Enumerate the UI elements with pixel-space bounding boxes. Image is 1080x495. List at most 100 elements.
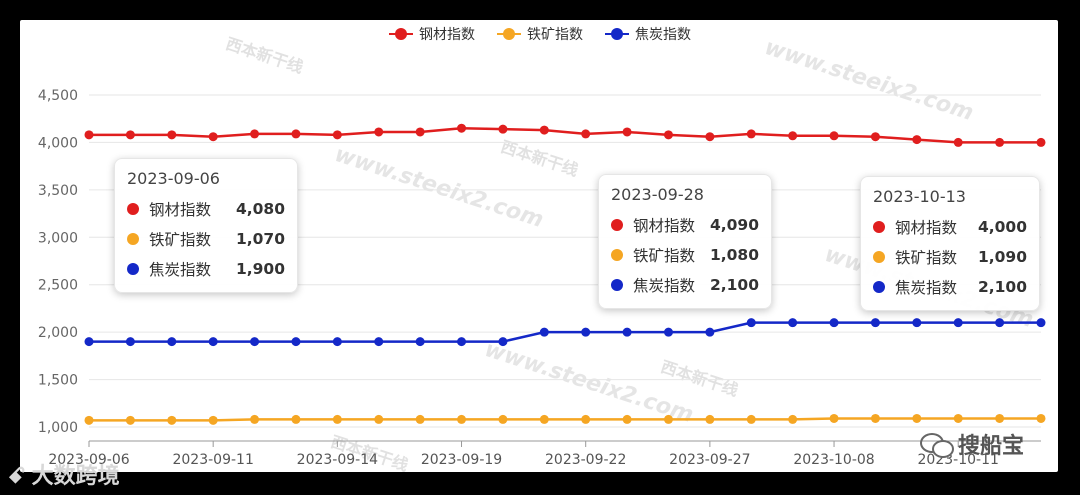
data-point[interactable] <box>788 318 798 328</box>
tooltip-2023-09-28: 2023-09-28 钢材指数 4,090 铁矿指数 1,080 焦炭指数 2,100 <box>598 174 772 309</box>
data-point[interactable] <box>829 318 839 328</box>
data-point[interactable] <box>953 413 963 423</box>
tooltip-date: 2023-09-28 <box>611 185 704 204</box>
data-point[interactable] <box>1036 137 1046 147</box>
tooltip-series-name: 铁矿指数 <box>895 249 958 267</box>
data-point[interactable] <box>208 132 218 142</box>
tooltip-2023-09-06: 2023-09-06 钢材指数 4,080 铁矿指数 1,070 焦炭指数 1,900 <box>114 158 298 293</box>
data-point[interactable] <box>84 415 94 425</box>
corner-brand-right-label: 搜船宝 <box>958 434 1025 459</box>
data-point[interactable] <box>125 130 135 140</box>
data-point[interactable] <box>498 414 508 424</box>
data-point[interactable] <box>622 127 632 137</box>
tooltip-row-steel: 钢材指数 4,080 <box>127 194 285 224</box>
data-point[interactable] <box>912 413 922 423</box>
data-point[interactable] <box>622 327 632 337</box>
data-point[interactable] <box>84 337 94 347</box>
data-point[interactable] <box>125 415 135 425</box>
data-point[interactable] <box>995 413 1005 423</box>
legend: 钢材指数 铁矿指数 焦炭指数 <box>0 24 1080 44</box>
data-point[interactable] <box>539 125 549 135</box>
data-point[interactable] <box>332 130 342 140</box>
x-tick-label: 2023-09-27 <box>669 452 750 468</box>
data-point[interactable] <box>539 414 549 424</box>
legend-label: 铁矿指数 <box>527 27 583 43</box>
data-point[interactable] <box>291 337 301 347</box>
data-point[interactable] <box>457 414 467 424</box>
data-point[interactable] <box>1036 318 1046 328</box>
x-tick-label: 2023-09-22 <box>545 452 626 468</box>
tooltip-date: 2023-10-13 <box>873 187 966 206</box>
data-point[interactable] <box>457 337 467 347</box>
data-point[interactable] <box>622 414 632 424</box>
data-point[interactable] <box>415 337 425 347</box>
brand-k-icon: ꗃ <box>8 464 26 489</box>
data-point[interactable] <box>663 130 673 140</box>
tooltip-row-coke: 焦炭指数 2,100 <box>873 272 1027 302</box>
series-line-2 <box>89 321 1041 343</box>
data-point[interactable] <box>374 337 384 347</box>
data-point[interactable] <box>539 327 549 337</box>
data-point[interactable] <box>498 337 508 347</box>
data-point[interactable] <box>250 129 260 139</box>
data-point[interactable] <box>788 414 798 424</box>
data-point[interactable] <box>829 413 839 423</box>
data-point[interactable] <box>167 130 177 140</box>
tooltip-series-name: 钢材指数 <box>149 201 212 219</box>
data-point[interactable] <box>581 129 591 139</box>
data-point[interactable] <box>208 337 218 347</box>
data-point[interactable] <box>415 414 425 424</box>
data-point[interactable] <box>788 131 798 141</box>
data-point[interactable] <box>291 414 301 424</box>
data-point[interactable] <box>167 337 177 347</box>
data-point[interactable] <box>746 129 756 139</box>
data-point[interactable] <box>167 415 177 425</box>
data-point[interactable] <box>125 337 135 347</box>
data-point[interactable] <box>705 414 715 424</box>
data-point[interactable] <box>705 327 715 337</box>
data-point[interactable] <box>332 337 342 347</box>
data-point[interactable] <box>291 129 301 139</box>
legend-item-steel[interactable]: 钢材指数 <box>389 24 475 44</box>
tooltip-row-coke: 焦炭指数 2,100 <box>611 270 759 300</box>
y-tick-label: 4,000 <box>38 135 78 151</box>
data-point[interactable] <box>332 414 342 424</box>
data-point[interactable] <box>1036 413 1046 423</box>
data-point[interactable] <box>746 414 756 424</box>
tooltip-value: 1,080 <box>709 246 759 264</box>
data-point[interactable] <box>746 318 756 328</box>
data-point[interactable] <box>415 127 425 137</box>
data-point[interactable] <box>374 414 384 424</box>
legend-swatch-iron-ore <box>497 27 521 41</box>
data-point[interactable] <box>995 137 1005 147</box>
data-point[interactable] <box>912 135 922 145</box>
data-point[interactable] <box>829 131 839 141</box>
data-point[interactable] <box>663 414 673 424</box>
legend-item-iron-ore[interactable]: 铁矿指数 <box>497 24 583 44</box>
tooltip-row-coke: 焦炭指数 1,900 <box>127 254 285 284</box>
data-point[interactable] <box>498 124 508 134</box>
data-point[interactable] <box>870 413 880 423</box>
data-point[interactable] <box>663 327 673 337</box>
data-point[interactable] <box>208 415 218 425</box>
dot-icon <box>873 221 885 233</box>
legend-item-coke[interactable]: 焦炭指数 <box>605 24 691 44</box>
data-point[interactable] <box>705 132 715 142</box>
data-point[interactable] <box>953 137 963 147</box>
data-point[interactable] <box>374 127 384 137</box>
data-point[interactable] <box>84 130 94 140</box>
data-point[interactable] <box>953 318 963 328</box>
tooltip-series-name: 钢材指数 <box>895 219 958 237</box>
data-point[interactable] <box>581 414 591 424</box>
tooltip-row-iron-ore: 铁矿指数 1,070 <box>127 224 285 254</box>
data-point[interactable] <box>250 414 260 424</box>
y-tick-label: 3,500 <box>38 183 78 199</box>
data-point[interactable] <box>457 123 467 133</box>
data-point[interactable] <box>581 327 591 337</box>
data-point[interactable] <box>870 132 880 142</box>
data-point[interactable] <box>870 318 880 328</box>
tooltip-value: 1,070 <box>235 230 285 248</box>
data-point[interactable] <box>250 337 260 347</box>
data-point[interactable] <box>912 318 922 328</box>
data-point[interactable] <box>995 318 1005 328</box>
